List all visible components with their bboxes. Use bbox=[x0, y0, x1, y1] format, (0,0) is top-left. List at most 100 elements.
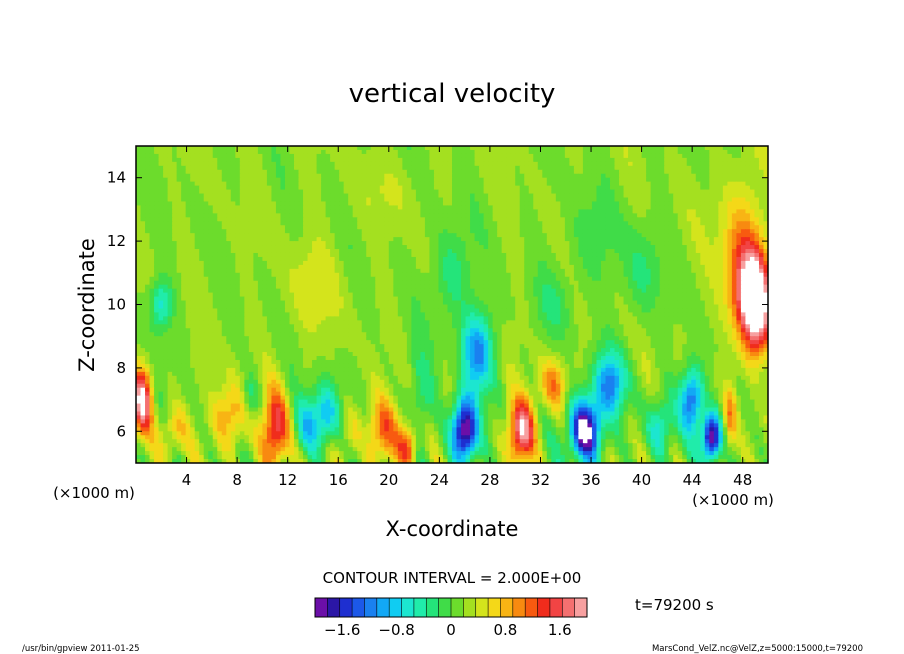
field-cell bbox=[682, 173, 688, 179]
field-cell bbox=[632, 280, 638, 286]
field-cell bbox=[212, 249, 218, 254]
field-cell bbox=[623, 280, 629, 286]
field-cell bbox=[339, 260, 345, 266]
field-cell bbox=[641, 209, 647, 214]
field-cell bbox=[330, 146, 336, 151]
field-cell bbox=[280, 181, 286, 187]
field-cell bbox=[420, 249, 426, 254]
field-cell bbox=[384, 241, 390, 246]
field-cell bbox=[596, 252, 602, 258]
field-cell bbox=[379, 165, 385, 171]
field-cell bbox=[379, 268, 385, 274]
field-cell bbox=[212, 280, 218, 286]
field-cell bbox=[637, 209, 643, 214]
field-cell bbox=[343, 256, 349, 262]
field-cell bbox=[321, 233, 327, 238]
field-cell bbox=[736, 181, 742, 187]
field-cell bbox=[749, 209, 756, 214]
field-cell bbox=[298, 153, 304, 159]
field-cell bbox=[745, 217, 751, 222]
field-cell bbox=[587, 185, 593, 191]
field-cell bbox=[298, 284, 304, 290]
field-cell bbox=[673, 221, 679, 226]
field-cell bbox=[492, 201, 498, 207]
field-cell bbox=[190, 256, 196, 262]
field-cell bbox=[334, 149, 340, 155]
field-cell bbox=[528, 221, 534, 226]
field-cell bbox=[497, 241, 503, 246]
field-cell bbox=[650, 146, 656, 151]
field-cell bbox=[605, 205, 611, 210]
field-cell bbox=[668, 249, 674, 254]
field-cell bbox=[190, 149, 196, 155]
field-cell bbox=[551, 252, 557, 258]
field-cell bbox=[474, 221, 480, 226]
field-cell bbox=[691, 260, 697, 266]
field-cell bbox=[397, 268, 403, 274]
field-cell bbox=[560, 252, 566, 258]
field-cell bbox=[199, 149, 205, 155]
field-cell bbox=[424, 233, 431, 238]
field-cell bbox=[415, 264, 421, 270]
field-cell bbox=[461, 221, 467, 226]
field-cell bbox=[316, 189, 322, 195]
field-cell bbox=[727, 229, 733, 234]
field-cell bbox=[203, 169, 209, 175]
field-cell bbox=[650, 173, 656, 179]
field-cell bbox=[433, 149, 440, 155]
field-cell bbox=[447, 245, 453, 250]
field-cell bbox=[754, 213, 760, 218]
field-cell bbox=[433, 153, 440, 159]
field-cell bbox=[452, 272, 458, 278]
field-cell bbox=[307, 153, 313, 159]
field-cell bbox=[266, 213, 273, 218]
field-cell bbox=[610, 153, 616, 159]
field-cell bbox=[370, 146, 376, 151]
field-cell bbox=[501, 153, 507, 159]
field-cell bbox=[682, 193, 688, 199]
field-cell bbox=[194, 169, 200, 175]
field-cell bbox=[194, 272, 200, 278]
field-cell bbox=[384, 280, 390, 286]
field-cell bbox=[470, 225, 476, 230]
field-cell bbox=[239, 161, 245, 167]
field-cell bbox=[307, 252, 313, 258]
field-cell bbox=[212, 205, 218, 210]
field-cell bbox=[479, 268, 485, 274]
field-cell bbox=[158, 252, 164, 258]
field-cell bbox=[555, 260, 561, 266]
field-cell bbox=[763, 245, 768, 250]
field-cell bbox=[655, 237, 661, 242]
field-cell bbox=[379, 217, 385, 222]
field-cell bbox=[375, 241, 381, 246]
field-cell bbox=[641, 165, 647, 171]
field-cell bbox=[230, 260, 236, 266]
field-cell bbox=[727, 264, 733, 270]
field-cell bbox=[542, 161, 548, 167]
field-cell bbox=[352, 157, 358, 163]
field-cell bbox=[682, 197, 688, 203]
field-cell bbox=[736, 193, 742, 199]
field-cell bbox=[339, 256, 345, 262]
field-cell bbox=[208, 280, 214, 286]
field-cell bbox=[650, 177, 656, 183]
field-cell bbox=[646, 280, 652, 286]
field-cell bbox=[695, 153, 701, 159]
field-cell bbox=[619, 153, 625, 159]
field-cell bbox=[537, 284, 543, 290]
field-cell bbox=[542, 217, 548, 222]
field-cell bbox=[239, 276, 245, 282]
field-cell bbox=[628, 276, 634, 282]
field-cell bbox=[492, 264, 498, 270]
field-cell bbox=[501, 177, 507, 183]
field-cell bbox=[758, 272, 765, 278]
field-cell bbox=[199, 185, 205, 191]
field-cell bbox=[483, 229, 489, 234]
field-cell bbox=[375, 213, 381, 218]
field-cell bbox=[379, 260, 385, 266]
field-cell bbox=[230, 252, 236, 258]
field-cell bbox=[569, 193, 575, 199]
field-cell bbox=[275, 264, 282, 270]
field-cell bbox=[452, 181, 458, 187]
field-cell bbox=[149, 165, 155, 171]
